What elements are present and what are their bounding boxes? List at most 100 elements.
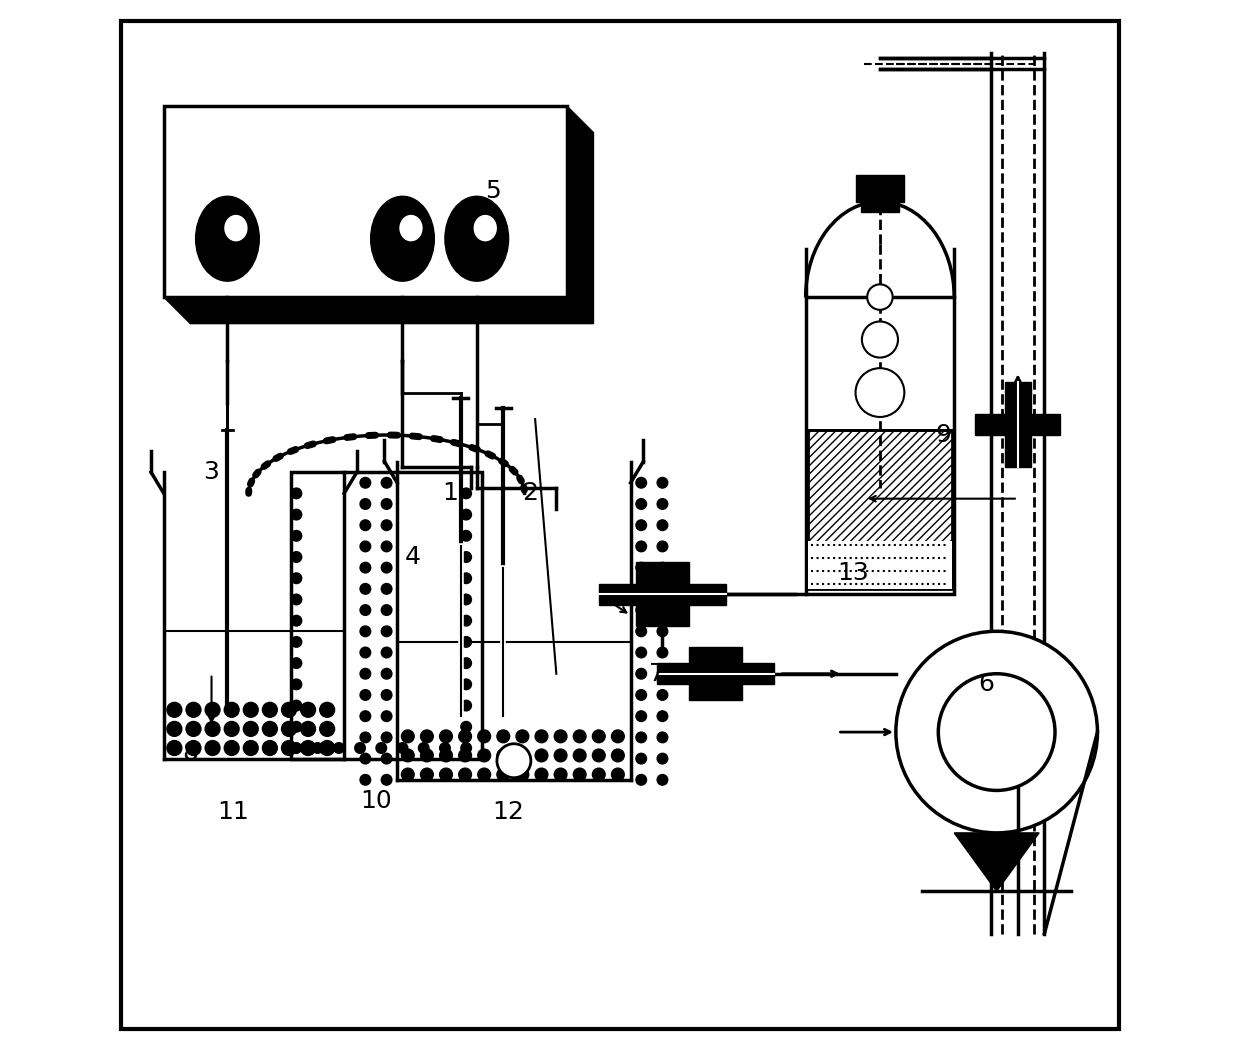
Circle shape — [636, 668, 646, 679]
Circle shape — [186, 721, 201, 736]
Circle shape — [636, 562, 646, 573]
Circle shape — [205, 702, 219, 717]
Circle shape — [402, 730, 414, 743]
Text: 6: 6 — [978, 673, 994, 696]
Circle shape — [461, 637, 471, 647]
Text: 4: 4 — [405, 545, 422, 569]
Circle shape — [657, 584, 668, 594]
Circle shape — [636, 541, 646, 552]
Circle shape — [263, 741, 278, 755]
Text: 13: 13 — [837, 561, 869, 585]
Circle shape — [516, 749, 528, 762]
Ellipse shape — [224, 214, 248, 242]
Circle shape — [593, 730, 605, 743]
Circle shape — [360, 626, 371, 637]
Circle shape — [263, 702, 278, 717]
Ellipse shape — [445, 196, 508, 281]
Circle shape — [657, 477, 668, 488]
Circle shape — [657, 775, 668, 785]
Circle shape — [205, 741, 219, 755]
Circle shape — [402, 749, 414, 762]
Circle shape — [381, 668, 392, 679]
Circle shape — [657, 732, 668, 743]
Polygon shape — [599, 584, 727, 605]
Circle shape — [381, 605, 392, 615]
Circle shape — [281, 741, 296, 755]
Circle shape — [440, 730, 453, 743]
Circle shape — [636, 520, 646, 530]
Circle shape — [281, 702, 296, 717]
Polygon shape — [567, 106, 594, 324]
Circle shape — [300, 721, 315, 736]
Circle shape — [636, 775, 646, 785]
Circle shape — [300, 741, 315, 755]
Circle shape — [554, 768, 567, 781]
Circle shape — [381, 477, 392, 488]
Circle shape — [461, 721, 471, 732]
Circle shape — [536, 768, 548, 781]
Circle shape — [657, 690, 668, 700]
Bar — [806, 297, 955, 594]
Text: 10: 10 — [360, 789, 392, 813]
Circle shape — [636, 499, 646, 509]
Bar — [807, 541, 952, 589]
Circle shape — [459, 768, 471, 781]
Circle shape — [440, 768, 453, 781]
Circle shape — [657, 499, 668, 509]
Circle shape — [167, 721, 182, 736]
Circle shape — [360, 562, 371, 573]
Circle shape — [636, 647, 646, 658]
Circle shape — [459, 749, 471, 762]
Circle shape — [320, 721, 335, 736]
Circle shape — [334, 743, 345, 753]
Circle shape — [360, 732, 371, 743]
Polygon shape — [689, 647, 742, 700]
Circle shape — [461, 700, 471, 711]
Circle shape — [186, 702, 201, 717]
Circle shape — [360, 668, 371, 679]
Circle shape — [291, 743, 301, 753]
Text: 1: 1 — [443, 482, 458, 505]
Circle shape — [360, 477, 371, 488]
Circle shape — [477, 768, 491, 781]
Circle shape — [856, 368, 904, 417]
Circle shape — [205, 721, 219, 736]
Circle shape — [657, 626, 668, 637]
Circle shape — [477, 730, 491, 743]
Circle shape — [397, 743, 408, 753]
Circle shape — [291, 615, 301, 626]
Circle shape — [862, 321, 898, 358]
Circle shape — [636, 732, 646, 743]
Circle shape — [281, 721, 296, 736]
Circle shape — [611, 749, 624, 762]
Circle shape — [291, 594, 301, 605]
Circle shape — [291, 530, 301, 541]
Circle shape — [312, 743, 322, 753]
Circle shape — [291, 721, 301, 732]
Circle shape — [355, 743, 366, 753]
Ellipse shape — [399, 214, 423, 242]
Circle shape — [243, 702, 258, 717]
Circle shape — [320, 741, 335, 755]
Circle shape — [536, 749, 548, 762]
Circle shape — [461, 488, 471, 499]
Circle shape — [291, 637, 301, 647]
Polygon shape — [657, 663, 774, 684]
Circle shape — [497, 749, 510, 762]
Circle shape — [376, 743, 387, 753]
Text: 3: 3 — [203, 460, 219, 484]
Circle shape — [477, 749, 491, 762]
Circle shape — [657, 668, 668, 679]
Circle shape — [381, 562, 392, 573]
Circle shape — [611, 730, 624, 743]
Circle shape — [360, 753, 371, 764]
Circle shape — [497, 744, 531, 778]
Circle shape — [360, 499, 371, 509]
Circle shape — [360, 520, 371, 530]
Circle shape — [636, 605, 646, 615]
Polygon shape — [862, 202, 899, 212]
Polygon shape — [955, 833, 1039, 891]
Circle shape — [657, 711, 668, 721]
Text: 12: 12 — [492, 800, 525, 823]
Circle shape — [381, 541, 392, 552]
